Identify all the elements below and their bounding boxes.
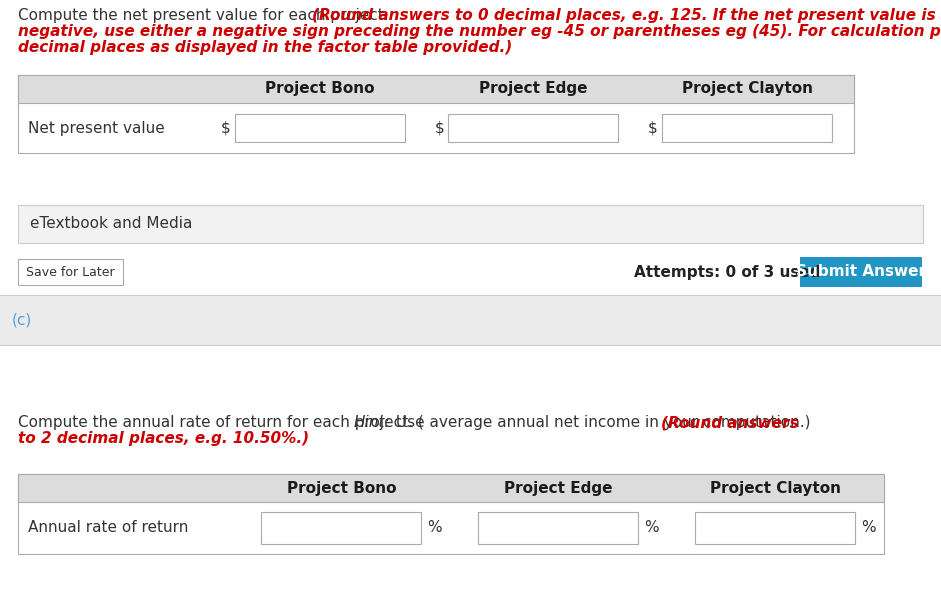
Text: $: $ bbox=[221, 120, 231, 135]
Text: Compute the annual rate of return for each project. (: Compute the annual rate of return for ea… bbox=[18, 415, 423, 430]
Text: Attempts: 0 of 3 used: Attempts: 0 of 3 used bbox=[634, 264, 821, 279]
Bar bbox=[18, 205, 923, 243]
Text: Net present value: Net present value bbox=[28, 120, 165, 135]
Text: %: % bbox=[862, 520, 876, 535]
Text: (Round answers: (Round answers bbox=[661, 415, 799, 430]
Bar bbox=[0, 295, 941, 345]
Text: Project Edge: Project Edge bbox=[504, 481, 613, 495]
Text: Hint:: Hint: bbox=[354, 415, 391, 430]
Text: Project Edge: Project Edge bbox=[479, 82, 588, 97]
Text: %: % bbox=[427, 520, 442, 535]
Text: Submit Answer: Submit Answer bbox=[796, 264, 926, 279]
Bar bbox=[18, 259, 123, 285]
Bar bbox=[18, 474, 884, 502]
Bar bbox=[235, 114, 405, 142]
Bar bbox=[800, 257, 922, 287]
Text: eTextbook and Media: eTextbook and Media bbox=[30, 216, 192, 231]
Bar bbox=[662, 114, 832, 142]
Bar bbox=[262, 512, 422, 544]
Bar bbox=[695, 512, 855, 544]
Text: Project Bono: Project Bono bbox=[287, 481, 396, 495]
Text: (c): (c) bbox=[12, 313, 32, 328]
Text: Annual rate of return: Annual rate of return bbox=[28, 520, 188, 535]
Text: %: % bbox=[645, 520, 659, 535]
Bar bbox=[18, 75, 854, 153]
Text: Compute the net present value for each project.: Compute the net present value for each p… bbox=[18, 8, 393, 23]
Bar bbox=[18, 75, 854, 103]
Text: decimal places as displayed in the factor table provided.): decimal places as displayed in the facto… bbox=[18, 40, 512, 55]
Text: $: $ bbox=[648, 120, 658, 135]
Bar bbox=[449, 114, 618, 142]
Text: Project Bono: Project Bono bbox=[265, 82, 375, 97]
Text: Save for Later: Save for Later bbox=[25, 266, 114, 278]
Text: $: $ bbox=[435, 120, 444, 135]
Bar bbox=[18, 474, 884, 554]
Bar bbox=[479, 512, 639, 544]
Text: Project Clayton: Project Clayton bbox=[710, 481, 841, 495]
Text: negative, use either a negative sign preceding the number eg -45 or parentheses : negative, use either a negative sign pre… bbox=[18, 24, 941, 39]
Text: to 2 decimal places, e.g. 10.50%.): to 2 decimal places, e.g. 10.50%.) bbox=[18, 431, 310, 446]
Text: (Round answers to 0 decimal places, e.g. 125. If the net present value is: (Round answers to 0 decimal places, e.g.… bbox=[312, 8, 935, 23]
Text: Use average annual net income in your computation.): Use average annual net income in your co… bbox=[391, 415, 815, 430]
Text: Project Clayton: Project Clayton bbox=[681, 82, 813, 97]
